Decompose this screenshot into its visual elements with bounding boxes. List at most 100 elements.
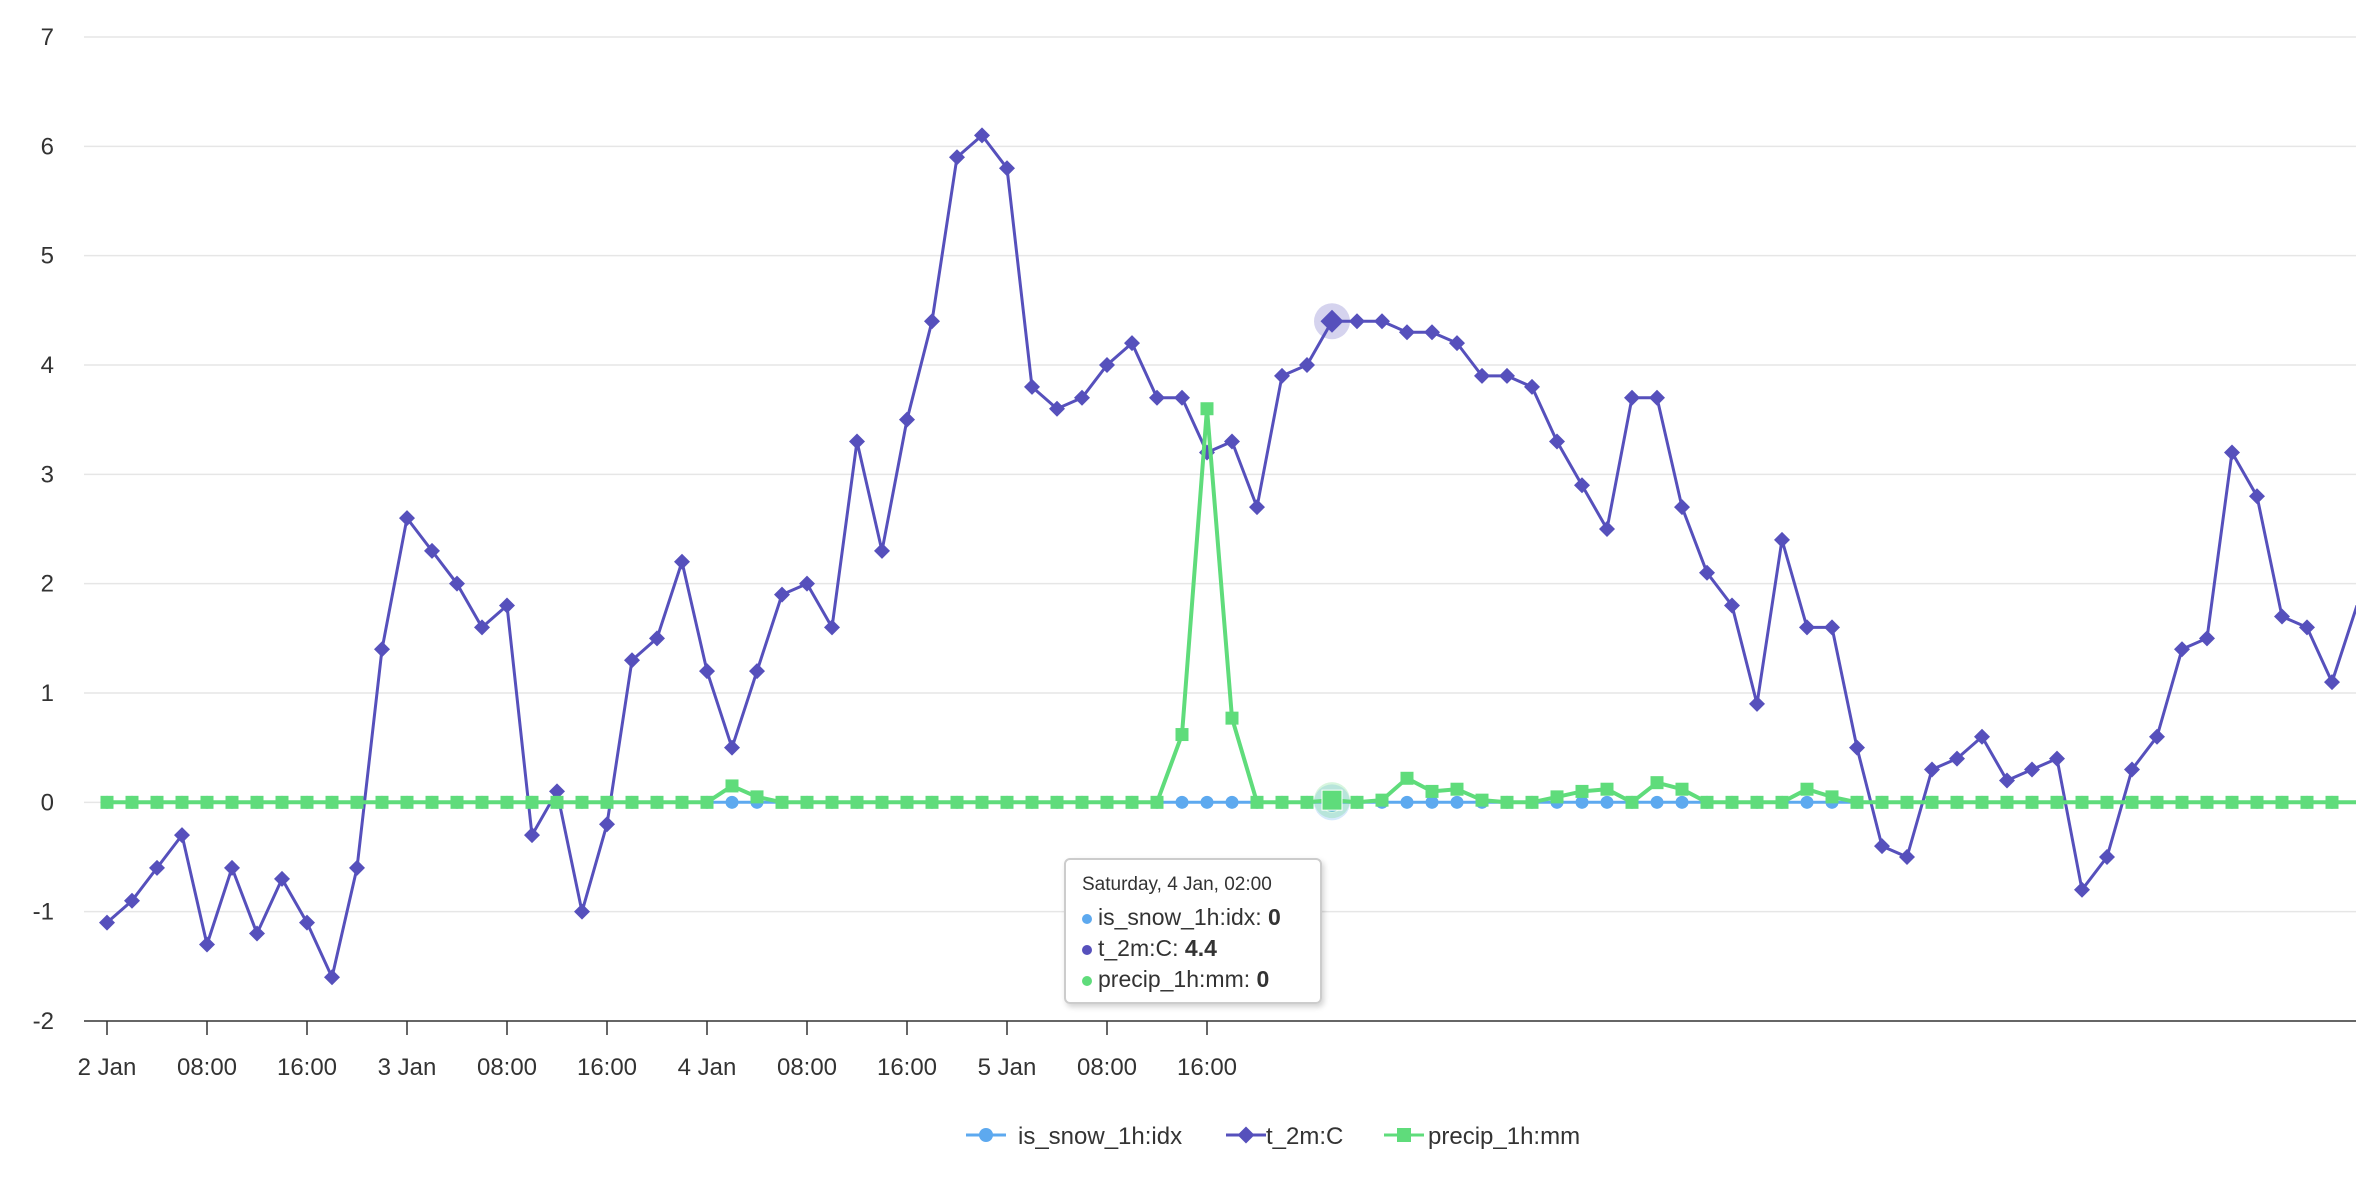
plot-area[interactable] bbox=[99, 127, 2356, 986]
data-point[interactable] bbox=[1699, 564, 1715, 581]
data-point[interactable] bbox=[2174, 641, 2190, 658]
data-point[interactable] bbox=[550, 795, 564, 809]
legend-item-t-2m[interactable]: t_2m:C bbox=[1226, 1123, 1343, 1150]
data-point[interactable] bbox=[600, 795, 614, 809]
data-point[interactable] bbox=[1125, 795, 1139, 809]
data-point[interactable] bbox=[1320, 309, 1344, 333]
data-point[interactable] bbox=[1624, 389, 1640, 406]
data-point[interactable] bbox=[1550, 790, 1564, 804]
data-point[interactable] bbox=[1099, 357, 1115, 373]
data-point[interactable] bbox=[1074, 389, 1090, 406]
data-point[interactable] bbox=[2149, 728, 2165, 745]
data-point[interactable] bbox=[1225, 795, 1239, 809]
data-point[interactable] bbox=[400, 795, 414, 809]
data-point[interactable] bbox=[1950, 795, 1964, 809]
data-point[interactable] bbox=[124, 892, 140, 909]
data-point[interactable] bbox=[1450, 795, 1464, 809]
data-point[interactable] bbox=[1300, 795, 1314, 809]
data-point[interactable] bbox=[675, 795, 689, 809]
data-point[interactable] bbox=[1999, 772, 2015, 789]
data-point[interactable] bbox=[2125, 795, 2139, 809]
data-point[interactable] bbox=[1400, 795, 1414, 809]
data-point[interactable] bbox=[2000, 795, 2014, 809]
data-point[interactable] bbox=[1625, 795, 1639, 809]
data-point[interactable] bbox=[1675, 795, 1689, 809]
data-point[interactable] bbox=[175, 795, 189, 809]
data-point[interactable] bbox=[1650, 795, 1664, 809]
data-point[interactable] bbox=[799, 575, 815, 592]
data-point[interactable] bbox=[324, 969, 340, 986]
data-point[interactable] bbox=[1874, 838, 1890, 855]
data-point[interactable] bbox=[349, 859, 365, 876]
data-point[interactable] bbox=[1425, 784, 1439, 798]
data-point[interactable] bbox=[775, 795, 789, 809]
data-point[interactable] bbox=[975, 795, 989, 809]
data-point[interactable] bbox=[2225, 795, 2239, 809]
data-point[interactable] bbox=[1349, 313, 1365, 330]
data-point[interactable] bbox=[1475, 793, 1489, 807]
data-point[interactable] bbox=[900, 795, 914, 809]
data-point[interactable] bbox=[1150, 795, 1164, 809]
data-point[interactable] bbox=[1174, 389, 1190, 406]
data-point[interactable] bbox=[1025, 795, 1039, 809]
data-point[interactable] bbox=[2100, 795, 2114, 809]
data-point[interactable] bbox=[1175, 795, 1189, 809]
data-point[interactable] bbox=[1750, 795, 1764, 809]
data-point[interactable] bbox=[1650, 776, 1664, 790]
data-point[interactable] bbox=[1400, 771, 1414, 785]
data-point[interactable] bbox=[1224, 433, 1240, 450]
data-point[interactable] bbox=[1800, 795, 1814, 809]
data-point[interactable] bbox=[749, 663, 765, 680]
data-point[interactable] bbox=[2300, 795, 2314, 809]
data-point[interactable] bbox=[2175, 795, 2189, 809]
data-point[interactable] bbox=[300, 795, 314, 809]
data-point[interactable] bbox=[249, 925, 265, 942]
data-point[interactable] bbox=[2324, 674, 2340, 691]
data-point[interactable] bbox=[100, 795, 114, 809]
data-point[interactable] bbox=[625, 795, 639, 809]
data-point[interactable] bbox=[325, 795, 339, 809]
data-point[interactable] bbox=[2299, 619, 2315, 636]
data-point[interactable] bbox=[2024, 761, 2040, 778]
data-point[interactable] bbox=[699, 663, 715, 680]
data-point[interactable] bbox=[199, 936, 215, 953]
data-point[interactable] bbox=[1749, 695, 1765, 712]
data-point[interactable] bbox=[1849, 739, 1865, 756]
data-point[interactable] bbox=[1075, 795, 1089, 809]
data-point[interactable] bbox=[275, 795, 289, 809]
data-point[interactable] bbox=[1450, 782, 1464, 796]
data-point[interactable] bbox=[1225, 711, 1239, 725]
data-point[interactable] bbox=[1724, 597, 1740, 614]
data-point[interactable] bbox=[149, 859, 165, 876]
data-point[interactable] bbox=[1600, 782, 1614, 796]
data-point[interactable] bbox=[2025, 795, 2039, 809]
data-point[interactable] bbox=[674, 553, 690, 570]
data-point[interactable] bbox=[424, 542, 440, 559]
data-point[interactable] bbox=[500, 795, 514, 809]
data-point[interactable] bbox=[1774, 531, 1790, 548]
data-point[interactable] bbox=[700, 795, 714, 809]
series-t-2m[interactable] bbox=[99, 127, 2356, 986]
data-point[interactable] bbox=[575, 795, 589, 809]
data-point[interactable] bbox=[1449, 335, 1465, 352]
data-point[interactable] bbox=[800, 795, 814, 809]
data-point[interactable] bbox=[1900, 795, 1914, 809]
data-point[interactable] bbox=[475, 795, 489, 809]
data-point[interactable] bbox=[150, 795, 164, 809]
data-point[interactable] bbox=[924, 313, 940, 330]
legend-item-precip[interactable]: precip_1h:mm bbox=[1384, 1123, 1580, 1150]
data-point[interactable] bbox=[1175, 728, 1189, 742]
data-point[interactable] bbox=[2150, 795, 2164, 809]
data-point[interactable] bbox=[1249, 499, 1265, 516]
data-point[interactable] bbox=[1899, 849, 1915, 865]
data-point[interactable] bbox=[949, 149, 965, 166]
data-point[interactable] bbox=[2049, 750, 2065, 767]
data-point[interactable] bbox=[950, 795, 964, 809]
data-point[interactable] bbox=[1474, 367, 1490, 384]
data-point[interactable] bbox=[624, 652, 640, 669]
data-point[interactable] bbox=[1799, 619, 1815, 636]
data-point[interactable] bbox=[1949, 750, 1965, 767]
data-point[interactable] bbox=[1500, 795, 1514, 809]
data-point[interactable] bbox=[375, 795, 389, 809]
data-point[interactable] bbox=[274, 870, 290, 887]
